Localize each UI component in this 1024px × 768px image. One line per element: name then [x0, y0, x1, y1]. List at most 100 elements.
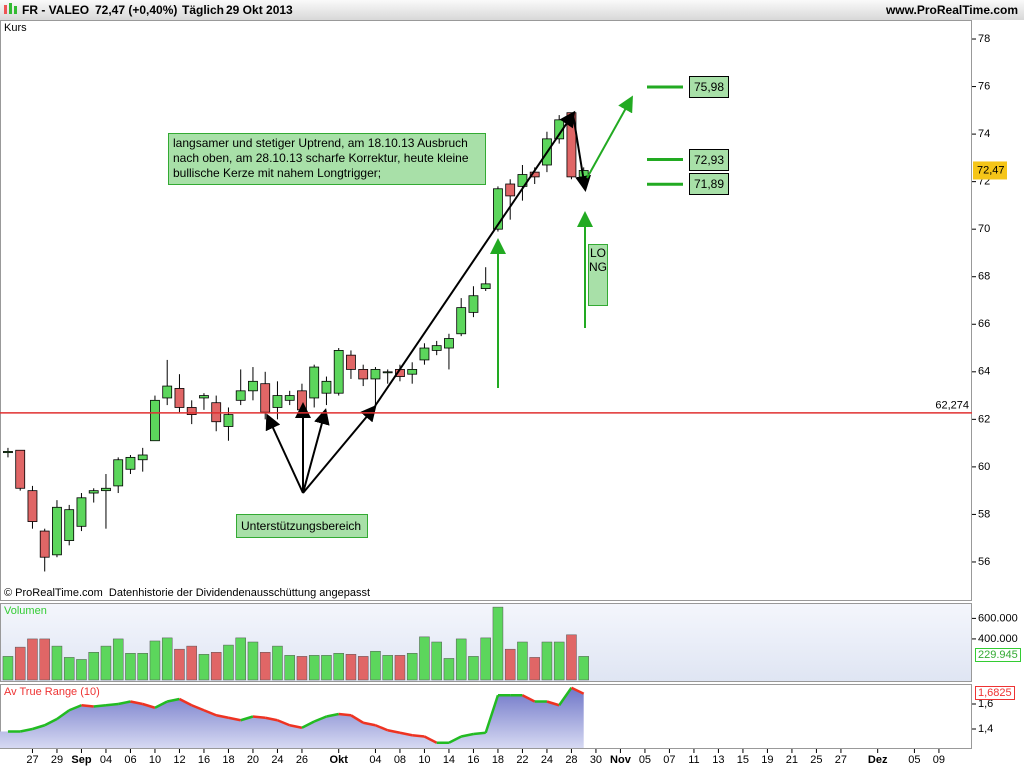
atr-line — [68, 704, 82, 712]
y-tick-label: 70 — [978, 223, 990, 235]
volume-bar — [443, 658, 455, 681]
candle-body — [407, 369, 418, 375]
candle-body — [174, 388, 185, 408]
x-tick-label: 25 — [810, 754, 822, 766]
volume-bar — [492, 606, 504, 681]
candle-body — [235, 390, 246, 401]
atr-line — [387, 729, 401, 734]
candle-body — [88, 490, 99, 494]
y-tick-label: 74 — [978, 128, 990, 140]
comment-box: langsamer und stetiger Uptrend, am 18.10… — [168, 133, 486, 185]
candle-body — [456, 307, 467, 335]
atr-line — [264, 716, 278, 722]
panel-label: Volumen — [4, 605, 47, 617]
x-tick-label: Sep — [71, 754, 91, 766]
x-tick-label: 10 — [149, 754, 161, 766]
x-tick-label: Nov — [610, 754, 632, 766]
x-tick-label: Okt — [330, 754, 349, 766]
volume-bar — [14, 646, 26, 681]
panel-label: Av True Range (10) — [4, 686, 100, 698]
x-tick-label: 04 — [369, 754, 381, 766]
volume-bar — [357, 656, 369, 681]
atr-line — [289, 724, 303, 729]
volume-bar — [76, 659, 87, 681]
candle-body — [15, 449, 26, 489]
x-tick-label: 05 — [639, 754, 651, 766]
candle-body — [321, 380, 332, 394]
y-tick-label: 1,6 — [978, 698, 993, 710]
volume-bar — [223, 644, 234, 681]
x-tick-label: 18 — [222, 754, 234, 766]
y-tick-label: 1,4 — [978, 723, 993, 735]
candle-body — [370, 369, 381, 380]
x-tick-label: 18 — [492, 754, 504, 766]
volume-bar — [553, 641, 565, 681]
volume-bar — [370, 650, 381, 681]
atr-area — [0, 687, 584, 748]
y-tick-label: 56 — [978, 556, 990, 568]
green-arrows — [490, 95, 633, 388]
atr-line — [32, 724, 46, 731]
candle-body — [480, 283, 491, 290]
atr-line — [56, 709, 70, 721]
x-tick-label: 08 — [394, 754, 406, 766]
atr-line — [473, 731, 486, 736]
candle-body — [297, 390, 307, 411]
atr-line — [81, 704, 94, 708]
panel-label: Kurs — [4, 22, 27, 34]
last-price-tag — [973, 161, 1007, 180]
x-tick-label: 11 — [688, 754, 699, 766]
y-tick-label: 60 — [978, 461, 990, 473]
atr-line — [154, 700, 168, 709]
candle-body — [493, 188, 503, 230]
candle-body — [382, 371, 393, 374]
atr-line — [374, 724, 389, 732]
atr-line — [448, 735, 462, 744]
comment-line: nach oben, am 28.10.13 scharfe Korrektur… — [173, 151, 469, 165]
price-panel — [0, 20, 972, 601]
volume-bar — [112, 638, 124, 681]
x-tick-label: 26 — [296, 754, 308, 766]
candle-body — [284, 395, 295, 401]
atr-line — [117, 700, 131, 706]
candle-body — [346, 354, 356, 370]
volume-bar — [419, 636, 430, 681]
volume-bar — [149, 640, 161, 681]
volume-bar — [333, 653, 344, 681]
atr-line — [93, 704, 107, 708]
volume-bar — [272, 645, 283, 681]
atr-line — [215, 714, 229, 719]
support-label: 62,274 — [935, 400, 969, 412]
volume-bar — [174, 648, 185, 681]
volume-bar — [394, 655, 406, 681]
atr-line — [105, 702, 119, 707]
volume-bar — [161, 637, 173, 681]
candle-body — [223, 414, 234, 427]
last-price-label: 72,47 — [977, 164, 1005, 176]
candle-body — [468, 295, 479, 313]
x-tick-label: 15 — [737, 754, 749, 766]
candle-body — [3, 451, 13, 454]
x-tick-label: 22 — [516, 754, 528, 766]
x-tick-label: 28 — [565, 754, 577, 766]
candle-body — [186, 407, 197, 415]
y-tick-label: 76 — [978, 80, 990, 92]
candle-body — [27, 490, 38, 522]
volume-bar — [480, 637, 491, 681]
atr-line — [423, 735, 438, 744]
y-tick-label: 600.000 — [978, 612, 1018, 624]
x-tick-label: 19 — [761, 754, 773, 766]
volume-bar — [100, 645, 112, 681]
y-tick-label: 64 — [978, 366, 990, 378]
volume-bar — [39, 638, 50, 681]
volume-bar — [235, 637, 246, 681]
atr-line — [338, 712, 352, 717]
volume-bar — [566, 634, 577, 681]
x-tick-label: 20 — [247, 754, 259, 766]
x-tick-label: 06 — [124, 754, 136, 766]
atr-line — [191, 704, 205, 712]
volume-bar — [2, 656, 14, 681]
volume-bar — [186, 645, 197, 681]
header-date: 29 Okt 2013 — [226, 3, 293, 17]
candle-body — [76, 497, 87, 527]
